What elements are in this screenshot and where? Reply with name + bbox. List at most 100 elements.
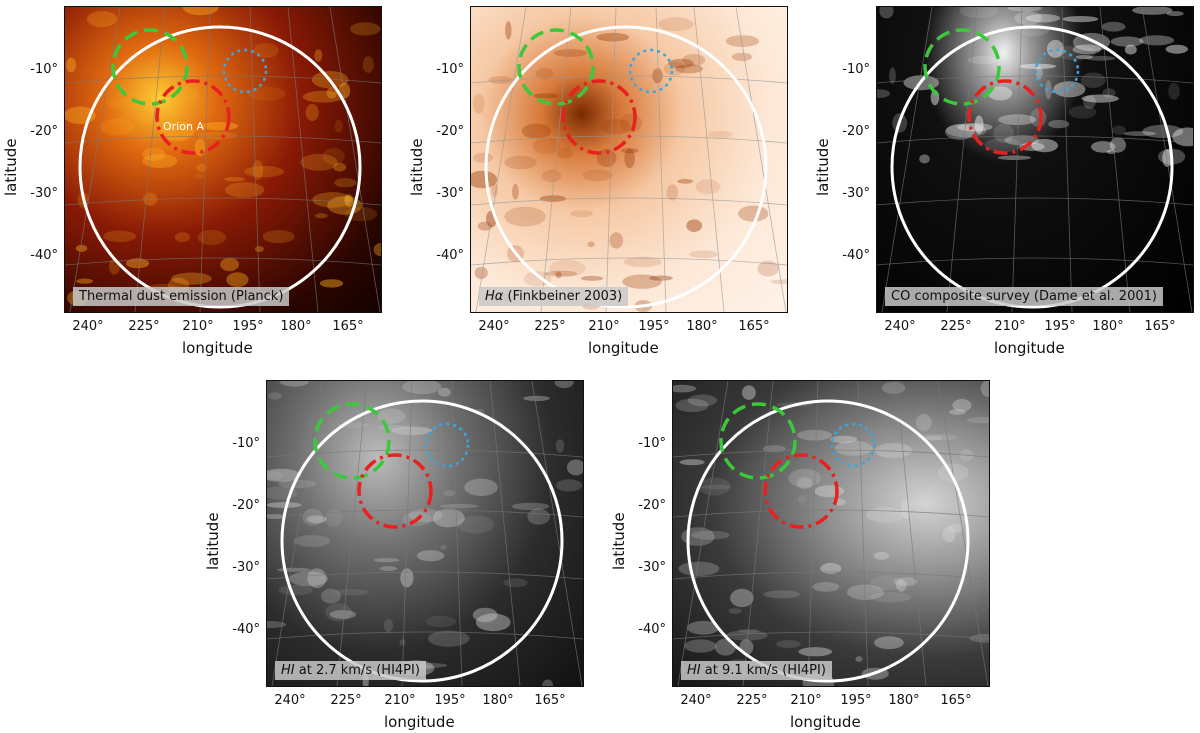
y-axis-label: latitude [204,512,222,570]
longitude-gridline [605,7,617,312]
latitude-gridline [673,449,989,458]
texture-blob [1123,131,1156,136]
texture-blob [689,250,719,259]
texture-blob [675,64,704,74]
texture-blob [472,607,498,623]
map-overlay [267,381,583,686]
texture-blob [267,468,301,482]
red-circle [967,79,1043,155]
texture-blob [658,17,694,32]
x-tick-label: 180° [686,319,718,334]
sky-map-image: Orion A Thermal dust emission (Planck) [64,6,382,313]
green-circle [313,402,391,480]
y-tick-label: -30° [842,186,870,201]
panel-label: HI at 9.1 km/s (HI4PI) [681,661,832,680]
texture-blob [728,608,742,614]
x-tick-label: 210° [994,319,1026,334]
texture-blob [305,104,319,121]
red-circle [155,79,231,155]
texture-blob [675,398,709,413]
texture-blob [919,154,930,164]
x-tick-label: 180° [482,693,514,708]
texture-blob [945,124,975,140]
texture-blob [244,165,285,178]
texture-blob [472,93,485,114]
latitude-gridline [267,449,583,458]
texture-blob [738,205,769,222]
texture-blob [312,192,353,208]
green-circle [517,28,595,106]
texture-blob [881,381,906,394]
texture-blob [427,630,470,647]
texture-blob [319,279,344,288]
panel-label-text: CO composite survey (Dame et al. 2001) [891,289,1157,304]
texture-blob [877,89,890,98]
sky-map-image: Hα (Finkbeiner 2003) [470,6,788,313]
texture-blob [1083,95,1096,109]
x-tick-label: 225° [940,319,972,334]
texture-blob [948,523,963,533]
texture-blob [464,478,498,496]
red-circle [357,453,433,529]
texture-blob [1142,124,1184,138]
texture-blob [677,178,694,184]
panel-label: HI at 2.7 km/s (HI4PI) [275,661,426,680]
y-tick-label: -20° [638,498,666,513]
texture-blob [1080,72,1106,88]
x-tick-label: 210° [384,693,416,708]
texture-blob [226,272,249,288]
x-tick-label: 180° [888,693,920,708]
sky-map-image: CO composite survey (Dame et al. 2001) [876,6,1194,313]
texture-blob [1056,45,1096,61]
longitude-gridline [807,381,819,686]
panel-label-italic: HI [281,663,295,678]
longitude-gridline [895,381,927,686]
texture-blob [1014,11,1043,25]
texture-blob [998,114,1037,126]
texture-blob [142,147,166,161]
texture-blob [673,384,697,393]
map-overlay [877,7,1193,312]
texture-blob [924,435,943,441]
texture-blob [539,195,567,202]
x-axis-label: longitude [790,713,861,731]
texture-blob [666,184,679,201]
texture-blob [691,530,730,540]
x-tick-label: 195° [232,319,264,334]
texture-blob [1030,108,1047,127]
x-tick-label: 225° [534,319,566,334]
y-tick-label: -20° [842,124,870,139]
texture-blob [425,615,457,627]
texture-blob [373,243,381,257]
longitude-gridline [1011,7,1023,312]
texture-blob [708,130,733,139]
x-tick-label: 225° [128,319,160,334]
x-tick-label: 225° [330,693,362,708]
texture-blob [814,485,845,498]
texture-blob [893,577,918,586]
texture-blob [1102,88,1116,98]
texture-blob [668,58,694,69]
texture-blob [344,194,354,208]
texture-blob [314,213,328,219]
x-tick-label: 210° [182,319,214,334]
outer-circle [890,25,1174,309]
texture-blob [570,210,593,218]
texture-blob [220,257,240,272]
texture-blob [678,561,720,576]
texture-blob [874,636,904,650]
texture-blob [582,169,613,182]
texture-blob [698,477,731,496]
texture-blob [402,381,442,394]
y-tick-label: -20° [30,124,58,139]
texture-blob [730,588,754,608]
y-tick-label: -20° [232,498,260,513]
texture-blob [797,495,806,504]
texture-blob [75,244,88,252]
x-tick-label: 195° [434,693,466,708]
x-axis-label: longitude [994,339,1065,357]
texture-blob [302,90,344,103]
texture-blob [945,123,987,138]
longitude-gridline [735,7,787,312]
texture-blob [523,395,550,402]
